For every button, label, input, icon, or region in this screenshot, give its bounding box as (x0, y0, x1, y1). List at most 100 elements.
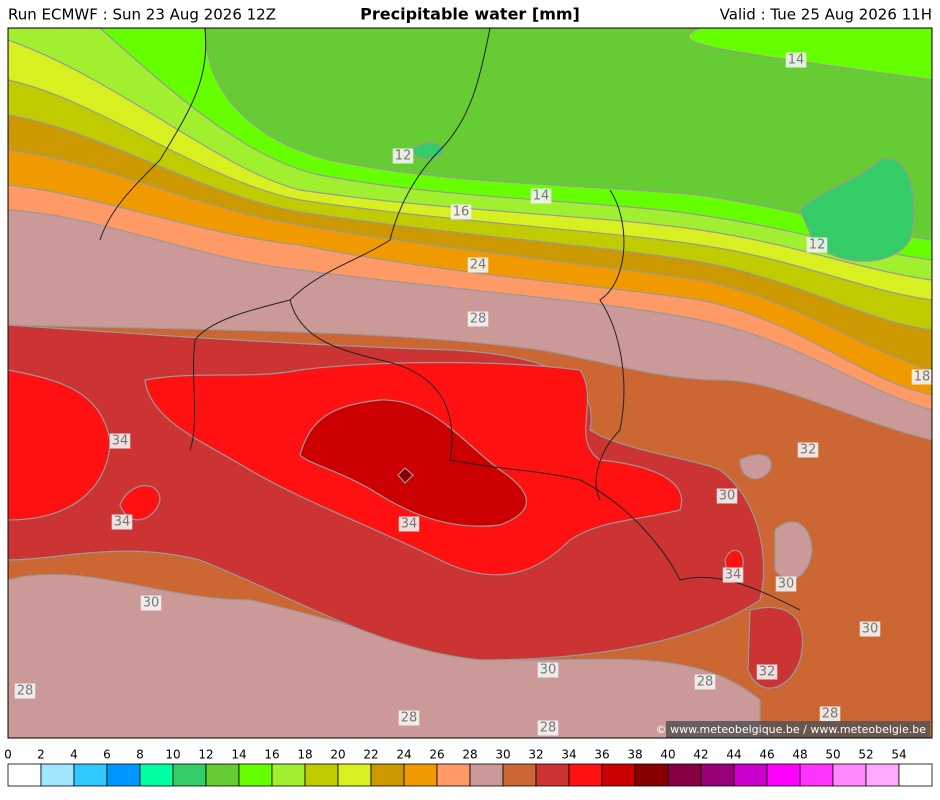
contour-label-bg (109, 433, 131, 449)
contour-label: 34 (401, 517, 418, 532)
contour-label: 28 (17, 684, 34, 699)
contour-label-bg (537, 662, 559, 678)
contour-label: 14 (533, 189, 550, 204)
contour-label: 28 (697, 675, 714, 690)
contour-label-bg (392, 148, 414, 164)
colorbar-tick-label: 32 (528, 748, 543, 762)
colorbar-tick-label: 38 (627, 748, 642, 762)
colorbar-tick-label: 24 (396, 748, 411, 762)
contour-label: 28 (401, 711, 418, 726)
colorbar-tick-label: 26 (429, 748, 444, 762)
colorbar-tick-label: 30 (495, 748, 510, 762)
colorbar-tick-label: 34 (561, 748, 576, 762)
colorbar-tick-label: 50 (825, 748, 840, 762)
colorbar-tick-label: 6 (103, 748, 111, 762)
colorbar-tick-label: 12 (198, 748, 213, 762)
contour-label: 14 (788, 53, 805, 68)
contour-label: 18 (914, 370, 931, 385)
colorbar-box (40, 763, 75, 787)
colorbar-box (271, 763, 306, 787)
contour-label: 32 (759, 665, 776, 680)
copyright: © www.meteobelgique.be / www.meteobelgie… (656, 723, 927, 736)
contour-label: 30 (778, 577, 795, 592)
copyright-bg (666, 721, 930, 738)
colorbar-tick-label: 14 (231, 748, 246, 762)
colorbar-box (700, 763, 735, 787)
contour-label-bg (467, 311, 489, 327)
colorbar-box (73, 763, 108, 787)
contour-label-bg (806, 237, 828, 253)
contour-label-bg (467, 257, 489, 273)
colorbar-tick-label: 22 (363, 748, 378, 762)
colorbar-tick-label: 40 (660, 748, 675, 762)
colorbar: 0 2 4 6 8 10 12 14 16 18 20 22 24 26 28 30 32 34 36 38 40 42 4… (4, 748, 933, 787)
contour-label-bg (859, 621, 881, 637)
colorbar-box (535, 763, 570, 787)
colorbar-box (601, 763, 636, 787)
contour-label-bg (716, 488, 738, 504)
contour-label: 30 (719, 489, 736, 504)
colorbar-tick-label: 48 (792, 748, 807, 762)
contour-label-bg (537, 720, 559, 736)
contour-label: 30 (540, 663, 557, 678)
contour-label: 34 (114, 515, 131, 530)
colorbar-tick-label: 44 (726, 748, 741, 762)
colorbar-box (766, 763, 801, 787)
colorbar-tick-label: 4 (70, 748, 78, 762)
colorbar-box (238, 763, 273, 787)
contour-label-bg (797, 442, 819, 458)
colorbar-box (106, 763, 141, 787)
contour-label: 30 (862, 622, 879, 637)
contour-label-bg (819, 706, 841, 722)
contour-label-bg (785, 52, 807, 68)
colorbar-tick-label: 28 (462, 748, 477, 762)
contour-label: 28 (540, 721, 557, 736)
colorbar-tick-label: 16 (264, 748, 279, 762)
contour-label: 28 (822, 707, 839, 722)
colorbar-tick-label: 18 (297, 748, 312, 762)
contour-label-bg (14, 683, 36, 699)
colorbar-tick-label: 10 (165, 748, 180, 762)
colorbar-tick-label: 0 (4, 748, 12, 762)
contour-label-bg (775, 576, 797, 592)
colorbar-box (469, 763, 504, 787)
contour-label-bg (111, 514, 133, 530)
contour-label: 34 (725, 568, 742, 583)
contour-label-bg (530, 188, 552, 204)
valid-info: Valid : Tue 25 Aug 2026 11H (720, 6, 932, 24)
colorbar-box (898, 763, 933, 787)
contour-label-bg (722, 567, 744, 583)
colorbar-box (832, 763, 867, 787)
colorbar-box (568, 763, 603, 787)
colorbar-tick-label: 54 (891, 748, 906, 762)
colorbar-tick-label: 52 (858, 748, 873, 762)
contour-label: 34 (112, 434, 129, 449)
contour-label-bg (450, 204, 472, 220)
colorbar-box (370, 763, 405, 787)
contour-label: 30 (143, 596, 160, 611)
colorbar-box (436, 763, 471, 787)
contour-label-bg (756, 664, 778, 680)
colorbar-box (502, 763, 537, 787)
contour-label: 12 (395, 149, 412, 164)
colorbar-tick-label: 8 (136, 748, 144, 762)
contour-label: 32 (800, 443, 817, 458)
run-info: Run ECMWF : Sun 23 Aug 2026 12Z (8, 6, 276, 24)
colorbar-tick-label: 20 (330, 748, 345, 762)
colorbar-box (865, 763, 900, 787)
contour-label-bg (398, 710, 420, 726)
colorbar-box (304, 763, 339, 787)
colorbar-box (337, 763, 372, 787)
title: Precipitable water [mm] (360, 5, 580, 24)
colorbar-tick-label: 36 (594, 748, 609, 762)
map: 14 12 14 16 24 28 12 18 34 32 30 34 34 3… (7, 27, 933, 739)
colorbar-tick-label: 42 (693, 748, 708, 762)
map-frame (7, 27, 933, 739)
colorbar-tick-label: 46 (759, 748, 774, 762)
contour-label-bg (694, 674, 716, 690)
colorbar-box (733, 763, 768, 787)
contour-label: 28 (470, 312, 487, 327)
contour-label: 16 (453, 205, 470, 220)
colorbar-box (7, 763, 42, 787)
